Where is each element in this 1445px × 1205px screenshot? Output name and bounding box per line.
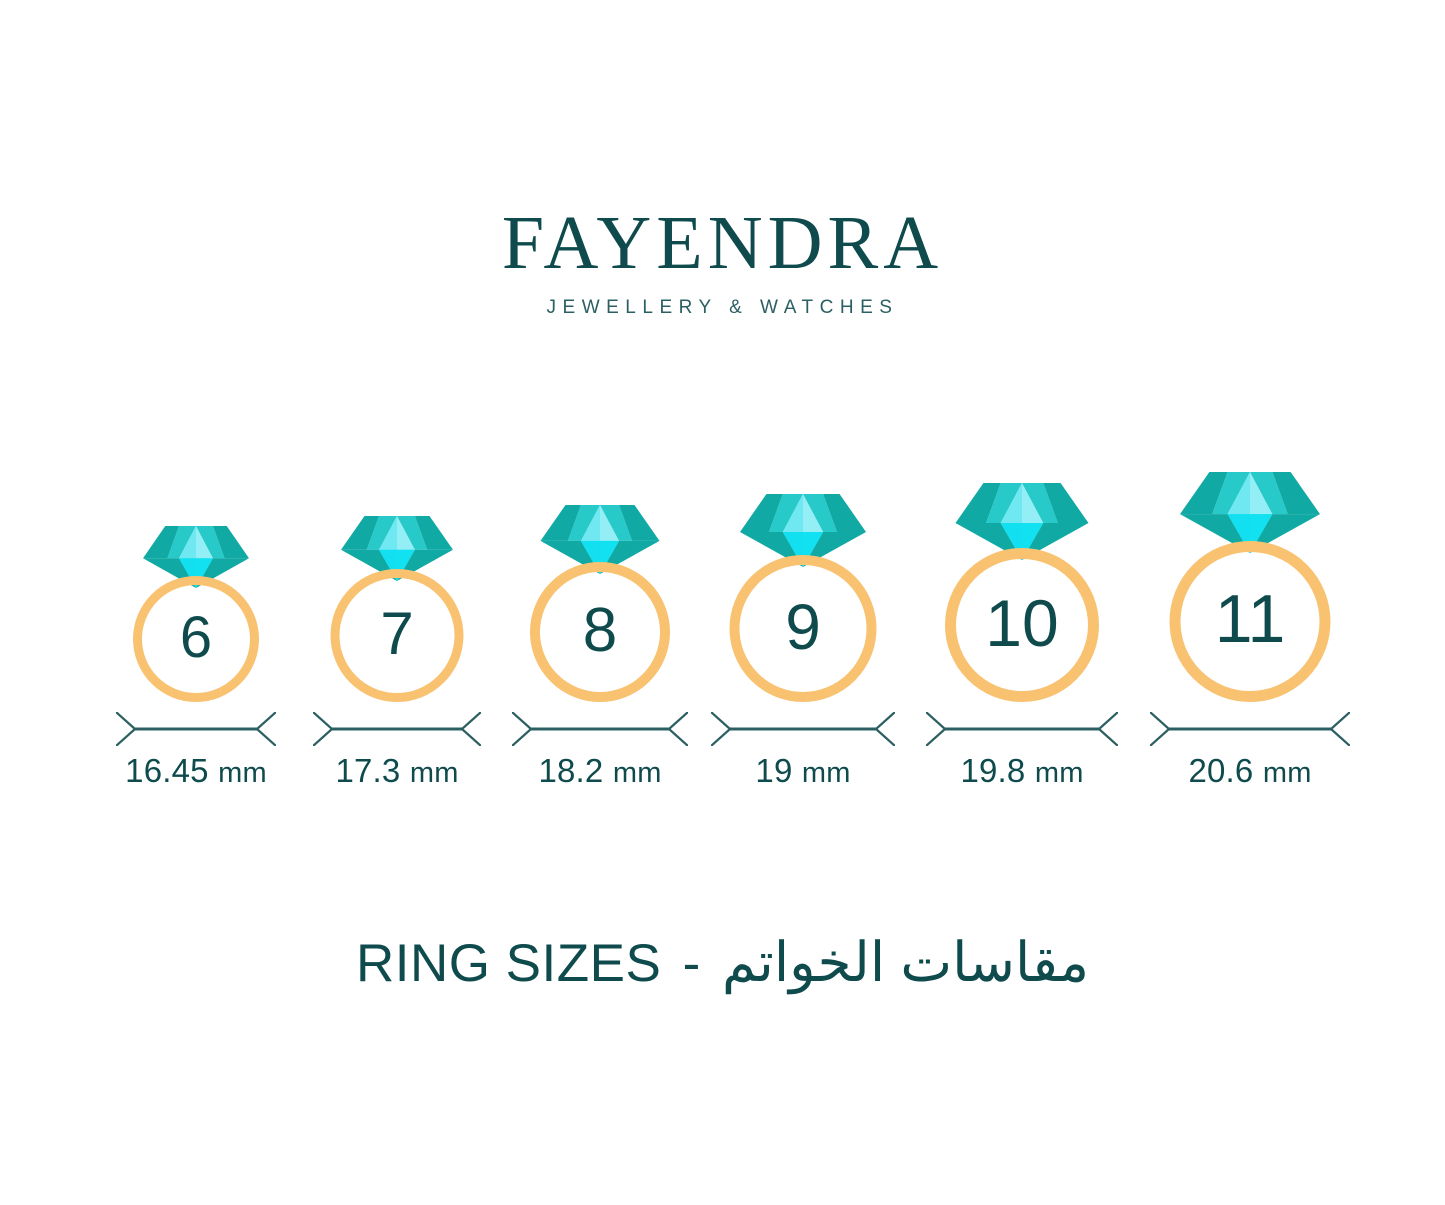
gemstone-icon (341, 516, 453, 581)
ring-band (729, 555, 877, 702)
measurement-value: 19.8 (960, 752, 1026, 789)
ring-size-number: 10 (985, 586, 1059, 661)
chart-title-arabic: مقاسات الخواتم (721, 931, 1090, 993)
ring-size-item[interactable]: 6 16.45 mm (46, 440, 346, 820)
ring-size-item[interactable]: 11 20.6 mm (1100, 440, 1400, 820)
measurement-label: 19 mm (755, 752, 850, 790)
measurement-value: 20.6 (1188, 752, 1254, 789)
brand-tagline: JEWELLERY & WATCHES (546, 297, 899, 318)
measurement-label: 16.45 mm (125, 752, 267, 790)
measurement-unit: mm (801, 757, 851, 789)
measurement-label: 19.8 mm (960, 752, 1083, 790)
dimension-line (116, 712, 276, 746)
measurement-unit: mm (1262, 757, 1312, 789)
brand-logo: FAYENDRA JEWELLERY & WATCHES (0, 205, 1445, 319)
dimension-line (926, 712, 1118, 746)
dimension-line (1150, 712, 1350, 746)
measurement-value: 19 (755, 752, 793, 789)
gemstone-icon (955, 483, 1089, 560)
ring-band (330, 569, 464, 702)
ring-band (1169, 541, 1331, 702)
dimension-line (512, 712, 688, 746)
gemstone-icon (740, 494, 866, 567)
ring-size-number: 7 (380, 600, 414, 668)
ring-size-item[interactable]: 10 19.8 mm (872, 440, 1172, 820)
measurement-label: 17.3 mm (335, 752, 458, 790)
ring-size-number: 9 (785, 590, 821, 663)
ring-size-item[interactable]: 9 19 mm (653, 440, 953, 820)
ring-size-number: 8 (582, 595, 618, 665)
ring-band (530, 562, 670, 702)
measurement-label: 18.2 mm (538, 752, 661, 790)
measurement-value: 16.45 (125, 752, 209, 789)
ring-size-number: 6 (179, 605, 213, 671)
ring-band (945, 548, 1099, 702)
measurement-value: 17.3 (335, 752, 401, 789)
measurement-unit: mm (1034, 757, 1084, 789)
dimension-line (711, 712, 895, 746)
measurement-label: 20.6 mm (1188, 752, 1311, 790)
dimension-line (313, 712, 481, 746)
measurement-unit: mm (409, 757, 459, 789)
chart-title-separator: - (682, 934, 701, 993)
ring-size-number: 11 (1214, 581, 1286, 658)
ring-band (133, 576, 259, 702)
ring-size-item[interactable]: 7 17.3 mm (247, 440, 547, 820)
measurement-unit: mm (218, 757, 267, 789)
chart-title: RING SIZES - مقاسات الخواتم (0, 930, 1445, 994)
brand-wordmark: FAYENDRA (501, 201, 944, 285)
ring-size-item[interactable]: 8 18.2 mm (450, 440, 750, 820)
ring-size-row: 6 16.45 mm 7 17.3 mm 8 18.2 mm 9 19 mm 10 19.8 mm… (0, 440, 1445, 820)
chart-title-english: RING SIZES (355, 934, 662, 993)
measurement-value: 18.2 (538, 752, 604, 789)
measurement-unit: mm (612, 757, 662, 789)
